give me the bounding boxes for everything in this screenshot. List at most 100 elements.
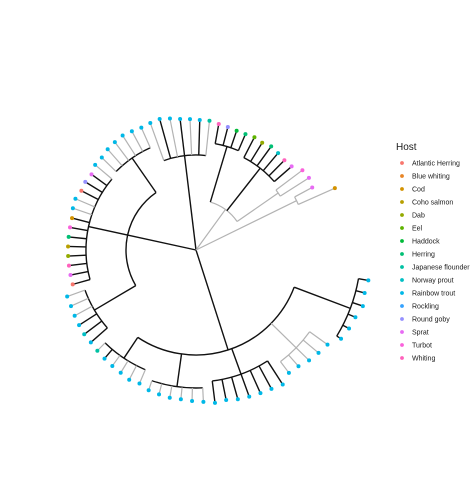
tree-branch-103: [275, 189, 281, 197]
tree-tip-56: [148, 120, 153, 125]
legend-key-5: [400, 226, 404, 230]
tree-tip-8: [307, 358, 312, 363]
tree-tips: [65, 116, 371, 405]
tree-branch-108: [294, 186, 313, 198]
tree-branch-86: [195, 209, 226, 251]
tree-tip-31: [82, 332, 87, 337]
tree-branch-80: [158, 118, 172, 159]
tree-branch-93: [237, 133, 247, 151]
tree-tip-34: [69, 304, 73, 309]
tree-branch-44: [125, 191, 157, 286]
tree-tip-20: [178, 397, 183, 402]
tree-tip-67: [252, 135, 257, 140]
tree-branch-57: [68, 262, 87, 267]
tree-branch-105: [279, 177, 310, 197]
tree-tip-1: [362, 290, 367, 295]
tree-tip-14: [247, 394, 252, 399]
tree-tip-22: [157, 392, 162, 397]
tree-branch-67: [91, 173, 108, 187]
tree-tip-6: [325, 342, 330, 347]
tree-tip-23: [146, 388, 151, 393]
tree-branch-11: [270, 322, 297, 349]
tree-branch-98: [256, 145, 272, 167]
tree-tip-46: [79, 188, 84, 193]
tree-tip-54: [129, 129, 134, 134]
tree-tip-60: [187, 117, 192, 122]
legend-title: Host: [396, 142, 417, 153]
tree-tip-11: [280, 382, 285, 387]
tree-branch-61: [69, 226, 88, 232]
tree-branch-52: [66, 289, 86, 298]
tree-tip-73: [300, 168, 305, 173]
tree-branch-20: [266, 360, 284, 385]
tree-branch-73: [114, 141, 130, 161]
tree-branch-27: [176, 353, 183, 387]
tree-tip-3: [353, 315, 358, 320]
tree-branch-60: [68, 236, 87, 240]
tree-tip-32: [77, 323, 82, 328]
tree-tip-5: [339, 336, 344, 341]
tree-tip-0: [366, 278, 371, 283]
tree-branch-74: [122, 135, 137, 157]
tree-tip-45: [73, 196, 78, 201]
tree-tip-36: [70, 282, 75, 287]
tree-branch-85: [205, 120, 211, 156]
tree-branch-4: [336, 278, 360, 337]
tree-branch-82: [179, 118, 186, 156]
tree-tip-44: [70, 206, 75, 211]
tree-branch-39: [120, 360, 129, 374]
tree-branch-88: [209, 146, 228, 203]
tree-branch-55: [72, 278, 91, 286]
tree-branch-32: [169, 385, 173, 398]
tree-tip-75: [310, 185, 315, 190]
legend-label-9: Norway prout: [412, 277, 454, 284]
legend-key-8: [400, 265, 404, 269]
legend-key-2: [400, 187, 404, 191]
tree-branch-47: [90, 327, 108, 343]
tree-tip-26: [118, 370, 123, 375]
tree-tip-58: [167, 116, 172, 121]
tree-branch-29: [202, 387, 204, 402]
tree-tip-50: [99, 155, 104, 160]
tree-tip-28: [102, 356, 107, 361]
tree-branches: [66, 118, 369, 403]
tree-tip-2: [360, 304, 365, 309]
legend-key-14: [400, 343, 404, 347]
tree-branch-75: [131, 130, 144, 152]
tree-branch-2: [137, 286, 295, 356]
tree-branch-95: [243, 157, 275, 183]
tree-branch-48: [83, 320, 103, 335]
legend-key-1: [400, 174, 404, 178]
tree-branch-72: [107, 148, 123, 167]
tree-tip-24: [137, 381, 142, 386]
tree-tip-71: [282, 158, 287, 163]
tree-branch-23: [240, 373, 250, 397]
legend-label-0: Atlantic Herring: [412, 160, 460, 167]
tree-tip-27: [110, 363, 115, 368]
tree-branch-13: [309, 331, 328, 346]
legend-key-7: [400, 252, 404, 256]
tree-tip-68: [260, 140, 265, 145]
tree-branch-18: [231, 348, 242, 375]
tree-tip-18: [201, 399, 206, 404]
tree-branch-24: [230, 376, 239, 400]
tree-branch-66: [84, 181, 103, 193]
tree-tip-70: [276, 151, 281, 156]
tree-tip-63: [216, 122, 221, 127]
tree-branch-79: [149, 122, 165, 161]
legend-label-6: Haddock: [412, 238, 440, 245]
legend-key-3: [400, 200, 404, 204]
tree-tip-13: [258, 391, 263, 396]
tree-tip-66: [243, 132, 248, 137]
legend-key-15: [400, 356, 404, 360]
tree-branch-65: [81, 190, 99, 201]
tree-tip-33: [72, 313, 77, 318]
legend-label-2: Cod: [412, 186, 425, 193]
legend-key-13: [400, 330, 404, 334]
tree-branch-64: [75, 198, 95, 208]
tree-tip-69: [269, 144, 274, 149]
tree-branch-56: [70, 270, 89, 276]
tree-branch-100: [268, 159, 285, 177]
tree-tip-47: [83, 179, 88, 184]
tree-branch-58: [68, 254, 87, 257]
